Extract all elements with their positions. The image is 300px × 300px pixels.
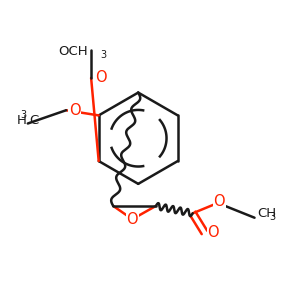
Text: 3: 3	[20, 110, 26, 120]
Text: H: H	[16, 114, 26, 127]
Text: OCH: OCH	[58, 45, 88, 58]
Text: 3: 3	[100, 50, 106, 60]
Text: CH: CH	[257, 207, 277, 220]
Text: O: O	[208, 225, 219, 240]
Text: C: C	[29, 114, 38, 127]
Text: O: O	[127, 212, 138, 227]
Text: 3: 3	[270, 212, 276, 222]
Text: O: O	[69, 103, 81, 118]
Text: O: O	[213, 194, 225, 209]
Text: O: O	[96, 70, 107, 86]
